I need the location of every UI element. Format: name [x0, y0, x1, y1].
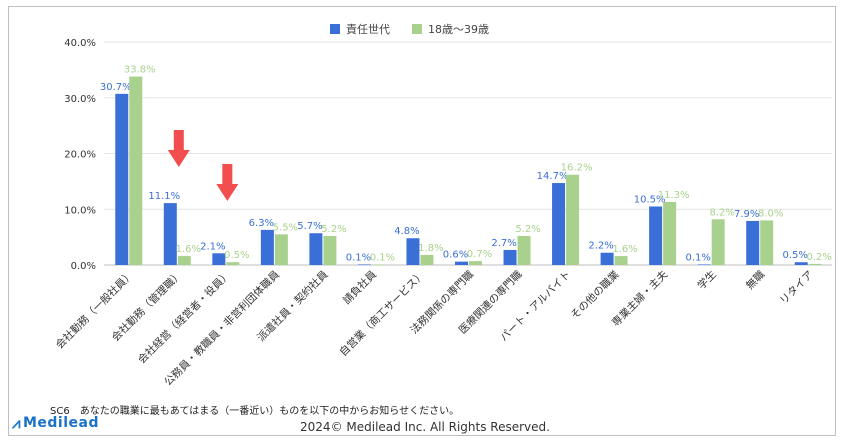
- legend-item-series-1: 責任世代: [330, 21, 390, 37]
- data-label: 1.8%: [418, 243, 443, 254]
- data-label: 0.7%: [467, 249, 492, 260]
- chart-frame: [8, 6, 836, 436]
- logo-mark-icon: ⩘: [12, 414, 21, 432]
- bar-series-1: [260, 229, 274, 265]
- x-tick-label: 請負社員: [340, 268, 379, 307]
- bar-series-1: [455, 261, 468, 265]
- data-label: 14.7%: [537, 171, 569, 182]
- data-label: 2.1%: [200, 241, 225, 252]
- x-tick-label: 会社経営（経営者・役員）: [135, 268, 233, 366]
- legend-label-series-1: 責任世代: [346, 23, 390, 36]
- bar-series-2: [274, 234, 288, 265]
- bar-series-1: [552, 183, 566, 265]
- bar-series-2: [614, 256, 628, 265]
- data-label: 4.8%: [394, 226, 419, 237]
- bar-series-1: [600, 252, 614, 265]
- legend-swatch-series-2: [412, 24, 422, 34]
- data-label: 5.2%: [321, 224, 346, 235]
- x-tick-label: 無職: [743, 268, 767, 292]
- data-label: 7.9%: [734, 209, 759, 220]
- y-tick-label: 0.0%: [71, 261, 96, 272]
- data-label: 11.1%: [148, 191, 180, 202]
- data-label: 0.1%: [685, 252, 710, 263]
- data-label: 0.5%: [783, 250, 808, 261]
- bar-series-1: [697, 264, 711, 266]
- bar-series-2: [469, 261, 482, 265]
- bar-series-2: [371, 264, 385, 266]
- data-label: 1.6%: [612, 244, 637, 255]
- data-label: 2.7%: [491, 238, 516, 249]
- bar-series-1: [212, 253, 226, 265]
- copyright-text: 2024© Medilead Inc. All Rights Reserved.: [300, 420, 550, 434]
- bar-series-1: [115, 93, 129, 265]
- survey-question-note: SC6 あなたの職業に最もあてはまる（一番近い）ものを以下の中からお知らせくださ…: [50, 406, 460, 417]
- bar-series-2: [711, 219, 725, 265]
- bar-series-2: [177, 256, 191, 265]
- data-label: 2.2%: [588, 241, 613, 252]
- data-label: 0.6%: [443, 250, 468, 261]
- y-tick-label: 40.0%: [64, 38, 96, 49]
- y-tick-label: 30.0%: [64, 94, 96, 105]
- data-label: 30.7%: [100, 82, 132, 93]
- data-label: 11.3%: [658, 190, 690, 201]
- data-label: 0.1%: [370, 252, 395, 263]
- bar-series-2: [517, 236, 531, 265]
- y-tick-label: 10.0%: [64, 205, 96, 216]
- bar-series-1: [163, 203, 177, 265]
- bar-series-1: [309, 233, 323, 265]
- bar-series-2: [129, 76, 143, 265]
- data-label: 6.3%: [249, 218, 274, 229]
- x-tick-label: リタイア: [778, 269, 816, 307]
- bar-series-2: [420, 254, 434, 265]
- x-tick-label: 会社勤務（一般社員）: [53, 268, 136, 351]
- x-tick-label: その他の職業: [568, 268, 622, 322]
- data-label: 5.2%: [515, 224, 540, 235]
- bar-series-2: [566, 174, 580, 265]
- legend-item-series-2: 18歳〜39歳: [412, 21, 489, 37]
- data-label: 8.2%: [709, 207, 734, 218]
- red-arrow-icon: [167, 130, 190, 167]
- legend-label-series-2: 18歳〜39歳: [428, 23, 489, 36]
- data-label: 5.7%: [297, 221, 322, 232]
- data-label: 33.8%: [124, 65, 156, 76]
- bar-series-2: [760, 220, 774, 265]
- legend-swatch-series-1: [330, 24, 340, 34]
- data-label: 16.2%: [561, 163, 593, 174]
- bar-series-1: [357, 264, 371, 266]
- data-label: 5.5%: [273, 222, 298, 233]
- y-tick-label: 20.0%: [64, 150, 96, 161]
- data-label: 0.5%: [224, 250, 249, 261]
- bar-series-2: [226, 262, 240, 265]
- data-label: 0.2%: [807, 252, 832, 263]
- bar-series-1: [649, 206, 663, 265]
- bar-series-2: [323, 236, 337, 265]
- x-tick-label: 学生: [695, 268, 719, 292]
- data-label: 1.6%: [176, 244, 201, 255]
- bar-series-1: [503, 249, 517, 265]
- chart-legend: 責任世代 18歳〜39歳: [330, 21, 511, 37]
- data-label: 8.0%: [758, 208, 783, 219]
- logo-text: Medilead: [22, 415, 99, 431]
- bar-series-1: [406, 238, 420, 265]
- bar-series-2: [808, 263, 822, 265]
- data-label: 10.5%: [634, 194, 666, 205]
- medilead-logo: ⩘ Medilead: [12, 414, 99, 432]
- x-tick-label: 自営業（商工サービス）: [337, 268, 428, 359]
- bar-series-1: [794, 262, 808, 265]
- red-arrow-icon: [216, 164, 239, 201]
- bar-series-2: [663, 202, 677, 265]
- bar-series-1: [746, 220, 760, 265]
- data-label: 0.1%: [346, 252, 371, 263]
